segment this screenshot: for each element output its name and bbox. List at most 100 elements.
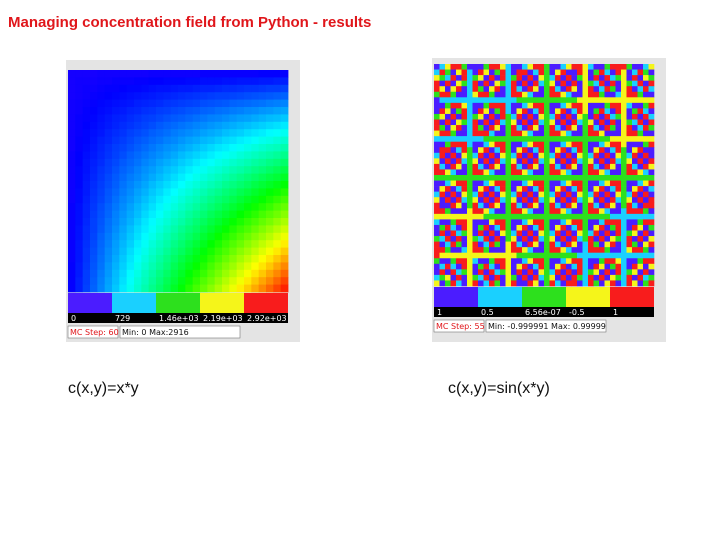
field-cell — [500, 252, 506, 259]
field-cell — [500, 197, 506, 204]
field-cell — [478, 241, 484, 248]
field-cell — [560, 197, 567, 204]
field-cell — [112, 121, 120, 130]
field-cell — [577, 269, 583, 276]
field-cell — [148, 255, 157, 263]
field-cell — [456, 125, 462, 131]
field-cell — [637, 163, 644, 170]
field-cell — [178, 99, 186, 108]
field-cell — [632, 202, 638, 209]
field-cell — [112, 114, 120, 123]
field-cell — [141, 151, 150, 160]
field-cell — [527, 202, 534, 209]
field-cell — [621, 75, 627, 81]
field-cell — [494, 208, 501, 215]
field-cell — [533, 224, 539, 231]
field-cell — [621, 236, 627, 242]
field-cell — [104, 277, 113, 285]
field-cell — [516, 175, 523, 181]
field-cell — [643, 208, 649, 215]
field-cell — [178, 107, 186, 115]
field-cell — [522, 202, 528, 209]
field-cell — [461, 274, 468, 281]
field-cell — [593, 80, 600, 87]
field-cell — [244, 255, 252, 263]
field-cell — [549, 80, 556, 87]
field-cell — [192, 114, 201, 123]
field-cell — [610, 64, 616, 70]
field-cell — [604, 208, 611, 215]
field-cell — [170, 284, 179, 293]
field-cell — [472, 125, 479, 131]
field-cell — [68, 210, 76, 219]
field-cell — [527, 274, 534, 281]
field-cell — [214, 84, 223, 93]
field-cell — [626, 180, 633, 187]
field-cell — [516, 258, 523, 265]
field-cell — [134, 121, 142, 130]
field-cell — [258, 129, 267, 137]
field-cell — [68, 247, 76, 256]
field-cell — [134, 92, 142, 100]
field-cell — [134, 99, 142, 108]
field-cell — [75, 107, 84, 115]
field-cell — [566, 263, 572, 270]
field-cell — [527, 141, 534, 148]
field-cell — [577, 236, 583, 242]
field-cell — [434, 180, 440, 187]
field-cell — [97, 77, 106, 86]
field-cell — [494, 130, 501, 137]
field-cell — [251, 99, 260, 108]
field-cell — [544, 236, 550, 242]
field-cell — [222, 284, 230, 293]
field-cell — [68, 232, 76, 241]
field-cell — [648, 224, 655, 231]
field-cell — [571, 125, 578, 131]
field-cell — [163, 84, 172, 93]
field-cell — [214, 210, 223, 219]
field-cell — [610, 86, 616, 93]
field-cell — [467, 69, 473, 76]
field-cell — [75, 269, 84, 278]
field-cell — [82, 218, 91, 226]
field-cell — [112, 255, 120, 263]
field-cell — [280, 240, 289, 248]
field-cell — [156, 70, 164, 78]
field-cell — [522, 169, 528, 176]
field-cell — [599, 208, 605, 215]
field-cell — [207, 151, 216, 160]
field-cell — [599, 147, 605, 154]
field-cell — [577, 208, 583, 215]
field-cell — [273, 99, 282, 108]
field-cell — [461, 175, 468, 181]
field-cell — [588, 119, 594, 126]
field-cell — [170, 255, 179, 263]
field-cell — [478, 136, 484, 142]
field-cell — [621, 197, 627, 204]
field-cell — [148, 151, 157, 160]
field-cell — [445, 241, 451, 248]
field-cell — [456, 158, 462, 165]
field-cell — [566, 91, 572, 98]
field-cell — [527, 152, 534, 159]
field-cell — [68, 114, 76, 123]
field-cell — [571, 274, 578, 281]
field-cell — [566, 208, 572, 215]
field-cell — [615, 75, 622, 81]
field-cell — [119, 225, 128, 234]
field-cell — [251, 247, 260, 256]
field-cell — [566, 274, 572, 281]
field-cell — [75, 173, 84, 182]
field-cell — [494, 191, 501, 198]
field-cell — [461, 147, 468, 154]
field-cell — [637, 147, 644, 154]
field-cell — [599, 130, 605, 137]
field-cell — [461, 64, 468, 70]
field-cell — [244, 262, 252, 271]
field-cell — [577, 169, 583, 176]
field-cell — [126, 262, 135, 271]
field-cell — [258, 92, 267, 100]
field-cell — [200, 195, 208, 204]
field-cell — [505, 80, 512, 87]
field-cell — [192, 166, 201, 174]
